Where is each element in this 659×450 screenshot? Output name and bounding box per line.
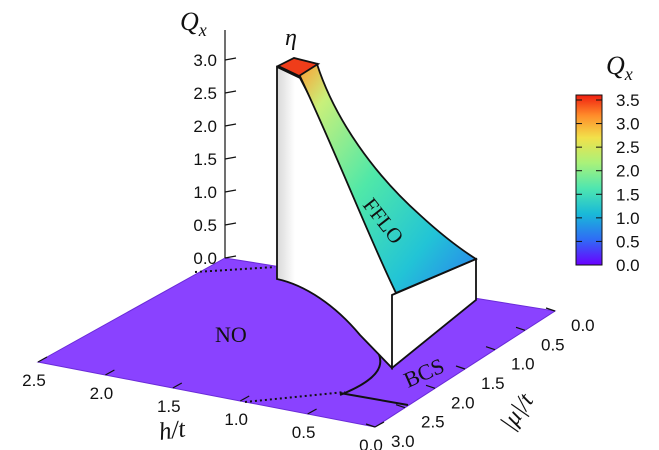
mu-tick-mark	[425, 384, 436, 389]
z-tick-mark	[224, 255, 237, 259]
mu-tick-mark	[365, 423, 376, 428]
mu-tick-label: 3.0	[391, 432, 415, 450]
h-tick-mark	[239, 395, 250, 402]
colorbar-tick-label: 3.5	[616, 91, 640, 110]
mu-tick-mark	[455, 365, 466, 370]
h-tick-label: 0.0	[359, 436, 383, 450]
colorbar-tick-label: 0.5	[616, 232, 640, 251]
h-tick-mark	[37, 356, 48, 363]
boundary-bcs-line	[339, 392, 409, 406]
z-tick-label: 1.0	[193, 183, 217, 202]
z-tick-label: 2.0	[193, 117, 217, 136]
eta-annotation: η	[285, 25, 297, 51]
h-tick-label: 1.5	[157, 397, 181, 416]
colorbar	[575, 94, 603, 266]
mu-tick-label: 1.5	[481, 374, 505, 393]
z-tick-label: 3.0	[193, 51, 217, 70]
mu-tick-label: 0.5	[541, 335, 565, 354]
mu-tick-label: 2.5	[421, 413, 445, 432]
h-tick-mark	[374, 421, 385, 428]
colorbar-label: Qx	[606, 51, 633, 84]
mu-tick-mark	[515, 326, 526, 331]
z-tick-mark	[224, 123, 237, 127]
z-tick-mark	[224, 156, 237, 160]
mu-tick-label: 2.0	[451, 393, 475, 412]
z-tick-mark	[224, 90, 237, 94]
h-axis-label: h/t	[157, 415, 188, 446]
z-tick-mark	[224, 189, 237, 193]
h-tick-mark	[172, 382, 183, 389]
z-tick-label: 1.5	[193, 150, 217, 169]
colorbar-tick-label: 2.0	[616, 162, 640, 181]
h-tick-mark	[105, 369, 115, 376]
h-tick-label: 0.5	[292, 423, 316, 442]
z-tick-label: 0.5	[193, 216, 217, 235]
region-no: NO	[215, 322, 247, 347]
mu-tick-mark	[485, 346, 496, 351]
colorbar-ticks: 3.5 3.0 2.5 2.0 1.5 1.0 0.5 0.0	[576, 91, 640, 275]
colorbar-tick-label: 1.5	[616, 185, 640, 204]
mu-tick-mark	[545, 307, 556, 312]
boundary-no-fflo	[194, 266, 276, 273]
z-axis-ticks: 0.0 0.5 1.0 1.5 2.0 2.5 3.0	[193, 51, 237, 268]
colorbar-tick-label: 3.0	[616, 115, 640, 134]
h-tick-label: 2.0	[90, 384, 114, 403]
boundary-no-bcs	[244, 391, 346, 403]
z-tick-mark	[224, 57, 237, 61]
colorbar-tick-label: 0.0	[616, 256, 640, 275]
mu-tick-label: 0.0	[571, 316, 595, 335]
z-axis-label: Qx	[180, 7, 207, 40]
h-tick-mark	[307, 408, 317, 415]
h-tick-label: 2.5	[22, 371, 46, 390]
mu-axis-ticks: 0.0 0.5 1.0 1.5 2.0 2.5 3.0	[365, 307, 595, 450]
h-axis-ticks: 2.5 2.0 1.5 1.0 0.5 0.0	[22, 356, 385, 450]
h-tick-label: 1.0	[224, 410, 248, 429]
mu-tick-label: 1.0	[511, 355, 535, 374]
fflo-peak-cap	[275, 57, 321, 78]
z-tick-label: 2.5	[193, 84, 217, 103]
z-tick-mark	[224, 222, 237, 226]
fflo-surface	[296, 62, 478, 295]
mu-tick-mark	[395, 404, 406, 409]
colorbar-tick-label: 1.0	[616, 209, 640, 228]
mu-axis-label: |μ|/t	[496, 388, 540, 436]
colorbar-tick-label: 2.5	[616, 138, 640, 157]
z-tick-label: 0.0	[193, 249, 217, 268]
